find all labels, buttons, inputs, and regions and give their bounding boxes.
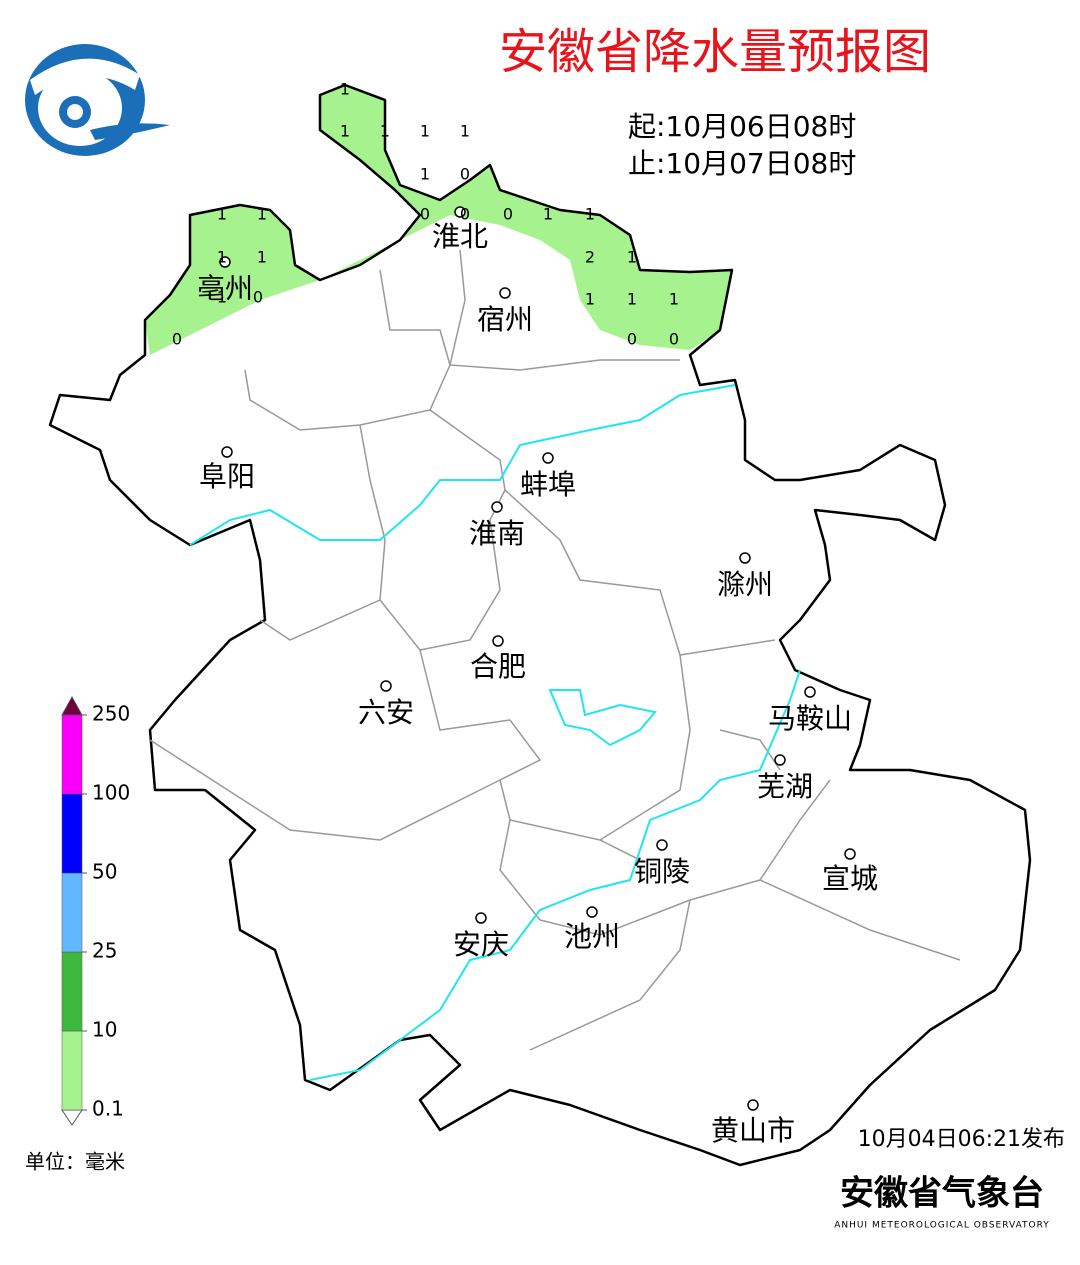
station-value: 1 (669, 290, 679, 309)
legend-tick-label: 50 (92, 860, 117, 884)
city-marker (475, 912, 487, 924)
station-value: 1 (217, 205, 227, 224)
city-label: 亳州 (197, 272, 253, 305)
org-en: ANHUI METEOROLOGICAL OBSERVATORY (834, 1221, 1050, 1231)
station-value: 1 (257, 205, 267, 224)
legend-unit: 单位：毫米 (25, 1150, 125, 1174)
city-label: 淮南 (469, 517, 525, 550)
station-value: 0 (460, 165, 470, 184)
station-value: 1 (543, 205, 553, 224)
city-label: 六安 (358, 696, 414, 729)
city-borders (149, 249, 961, 1051)
city-label: 安庆 (453, 928, 509, 961)
station-value: 0 (460, 205, 470, 224)
city-marker (454, 206, 466, 218)
legend-tick-label: 0.1 (92, 1097, 124, 1121)
city-marker (221, 446, 233, 458)
station-value: 0 (172, 330, 182, 349)
legend-swatch (61, 793, 83, 874)
station-value: 1 (217, 288, 227, 307)
province-fill (50, 85, 1030, 1165)
city-label: 芜湖 (757, 770, 813, 803)
city-marker (739, 552, 751, 564)
city-label: 蚌埠 (520, 468, 576, 501)
city-marker (492, 635, 504, 647)
legend-bottom-cap (61, 1109, 83, 1126)
station-value: 1 (340, 122, 350, 141)
legend-swatch (61, 951, 83, 1032)
period-start: 起:10月06日08时 (628, 110, 856, 143)
city-label: 合肥 (470, 650, 526, 683)
station-value: 1 (340, 80, 350, 99)
city-marker (499, 287, 511, 299)
city-marker (774, 754, 786, 766)
legend-tick-label: 25 (92, 939, 117, 963)
city-marker (747, 1099, 759, 1111)
station-value: 1 (380, 122, 390, 141)
city-marker (804, 686, 816, 698)
rivers (189, 384, 801, 1081)
city-label: 阜阳 (199, 460, 255, 493)
city-label: 马鞍山 (768, 702, 852, 735)
city-label: 淮北 (432, 220, 488, 253)
city-label: 池州 (564, 920, 620, 953)
station-value: 1 (217, 248, 227, 267)
issued: 10月04日06:21发布 (858, 1127, 1065, 1152)
station-value: 0 (627, 330, 637, 349)
city-marker (380, 680, 392, 692)
city-label: 滁州 (717, 568, 773, 601)
station-value: 1 (585, 205, 595, 224)
logo (25, 44, 170, 156)
city-label: 宿州 (477, 303, 533, 336)
station-value: 1 (627, 290, 637, 309)
legend-tick-label: 100 (92, 781, 130, 805)
city-marker (844, 848, 856, 860)
city-label: 宣城 (822, 862, 878, 895)
legend-swatch (61, 1030, 83, 1111)
period-end: 止:10月07日08时 (628, 147, 856, 180)
rain-area (145, 85, 732, 355)
legend-swatch (61, 714, 83, 795)
station-value: 1 (460, 122, 470, 141)
station-value: 1 (627, 248, 637, 267)
station-value: 1 (420, 122, 430, 141)
legend-tick-label: 250 (92, 702, 130, 726)
station-value: 0 (253, 288, 263, 307)
station-value: 2 (585, 248, 595, 267)
province-border (48, 83, 1032, 1167)
station-value: 0 (420, 205, 430, 224)
station-value: 1 (585, 290, 595, 309)
city-marker (586, 906, 598, 918)
city-label: 黄山市 (711, 1114, 795, 1147)
station-value: 0 (669, 330, 679, 349)
station-value: 1 (257, 248, 267, 267)
legend-swatch (61, 872, 83, 953)
legend-tick-label: 10 (92, 1018, 117, 1042)
city-marker (656, 839, 668, 851)
title: 安徽省降水量预报图 (499, 24, 931, 80)
city-marker (491, 501, 503, 513)
city-marker (542, 452, 554, 464)
org: 安徽省气象台 (840, 1174, 1044, 1214)
city-label: 铜陵 (634, 855, 690, 888)
legend-top-cap (61, 695, 83, 716)
station-value: 1 (420, 165, 430, 184)
station-value: 0 (503, 205, 513, 224)
city-marker (219, 256, 231, 268)
legend: 0.1 10 25 50 100 250 (61, 695, 130, 1126)
